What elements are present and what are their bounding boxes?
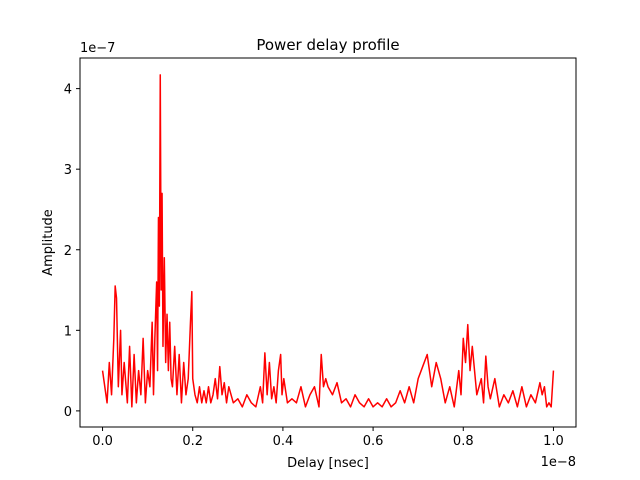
x-tick-label: 1.0 bbox=[543, 434, 564, 449]
y-tick-label: 3 bbox=[64, 163, 72, 178]
plot-area bbox=[101, 74, 555, 408]
x-axis-ticks: 0.0 0.2 0.4 0.6 0.8 1.0 bbox=[92, 427, 564, 449]
series-line-0 bbox=[101, 74, 555, 408]
x-axis-offset-text: 1e−8 bbox=[541, 455, 576, 470]
x-tick-label: 0.4 bbox=[273, 434, 294, 449]
axes-frame bbox=[79, 57, 577, 428]
x-tick-label: 0.0 bbox=[92, 434, 113, 449]
y-tick-label: 4 bbox=[64, 83, 72, 98]
y-axis-offset-text: 1e−7 bbox=[80, 41, 115, 56]
x-tick-label: 0.8 bbox=[453, 434, 474, 449]
y-axis-label: Amplitude bbox=[41, 209, 56, 276]
x-axis-label: Delay [nsec] bbox=[287, 456, 369, 471]
chart-title: Power delay profile bbox=[256, 36, 399, 54]
x-tick-label: 0.2 bbox=[182, 434, 203, 449]
y-tick-label: 2 bbox=[64, 244, 72, 259]
y-axis-ticks: 0 1 2 3 4 bbox=[64, 83, 80, 420]
y-tick-label: 0 bbox=[64, 405, 72, 420]
y-tick-label: 1 bbox=[64, 324, 72, 339]
x-tick-label: 0.6 bbox=[363, 434, 384, 449]
